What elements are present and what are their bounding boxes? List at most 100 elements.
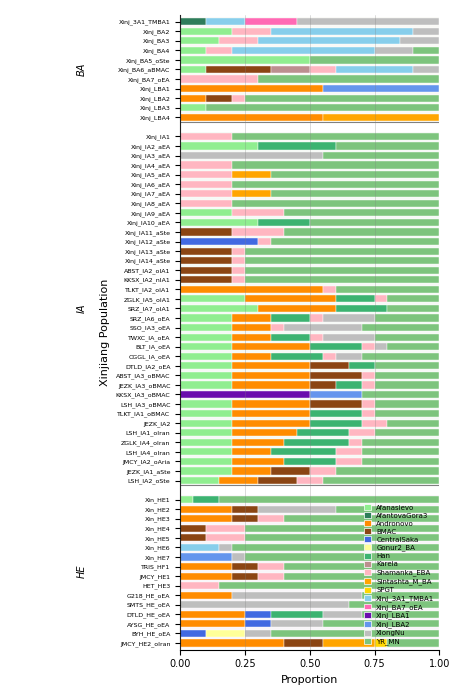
Bar xyxy=(362,400,374,407)
Bar xyxy=(336,142,439,150)
Bar xyxy=(232,592,362,598)
Bar xyxy=(180,534,206,542)
Bar xyxy=(362,343,374,350)
Bar xyxy=(245,620,271,627)
Bar xyxy=(180,573,232,580)
Bar xyxy=(387,343,439,350)
Bar xyxy=(336,66,413,73)
Bar xyxy=(206,66,271,73)
Bar xyxy=(180,544,219,551)
Bar xyxy=(232,267,245,274)
Bar xyxy=(374,639,387,647)
Bar xyxy=(180,592,232,598)
Bar xyxy=(180,620,245,627)
Bar xyxy=(180,601,349,608)
Legend: Afanasievo, AfantovaGora3, Andronovo, BMAC, CentralSaka, Gonur2_BA, Han, Kareia,: Afanasievo, AfantovaGora3, Andronovo, BM… xyxy=(362,503,436,646)
Bar xyxy=(258,573,284,580)
Bar xyxy=(323,611,362,618)
Bar xyxy=(180,563,232,570)
Bar xyxy=(284,563,439,570)
Bar xyxy=(180,133,232,140)
Bar xyxy=(362,372,374,379)
Bar xyxy=(180,257,232,265)
Bar xyxy=(180,162,232,169)
Bar xyxy=(232,343,310,350)
Bar xyxy=(219,37,258,44)
Bar xyxy=(180,468,232,475)
Bar xyxy=(180,439,232,446)
Bar xyxy=(180,419,232,427)
Bar xyxy=(310,382,336,388)
Bar xyxy=(180,228,232,236)
Bar xyxy=(232,400,310,407)
Bar xyxy=(258,37,400,44)
Bar xyxy=(206,534,245,542)
Bar xyxy=(271,28,413,35)
Bar xyxy=(362,419,387,427)
Bar xyxy=(232,257,245,265)
Bar xyxy=(271,314,310,321)
Bar xyxy=(180,190,232,197)
Bar xyxy=(232,419,310,427)
Bar xyxy=(232,276,245,284)
Bar xyxy=(387,419,439,427)
Bar xyxy=(232,171,271,178)
Bar xyxy=(180,496,193,503)
Bar xyxy=(336,505,439,513)
Bar xyxy=(362,410,374,417)
Bar xyxy=(180,17,439,122)
Bar xyxy=(284,515,439,522)
Bar xyxy=(271,620,323,627)
Bar xyxy=(180,372,232,379)
Bar xyxy=(284,439,349,446)
Text: BA: BA xyxy=(77,63,87,76)
Bar xyxy=(245,525,439,532)
Bar xyxy=(374,400,439,407)
X-axis label: Proportion: Proportion xyxy=(281,675,339,685)
Bar xyxy=(336,286,439,293)
Bar xyxy=(245,611,271,618)
Bar xyxy=(310,343,362,350)
Bar xyxy=(284,324,362,331)
Bar xyxy=(323,620,439,627)
Bar xyxy=(271,66,310,73)
Bar xyxy=(374,314,439,321)
Bar xyxy=(180,495,439,648)
Bar xyxy=(271,630,439,637)
Bar xyxy=(180,276,232,284)
Bar xyxy=(180,630,206,637)
Bar xyxy=(362,439,439,446)
Bar xyxy=(336,382,362,388)
Bar xyxy=(232,372,310,379)
Bar xyxy=(232,505,258,513)
Bar xyxy=(180,199,232,207)
Bar xyxy=(180,18,206,25)
Bar xyxy=(362,324,439,331)
Bar xyxy=(258,76,439,83)
Bar xyxy=(180,66,206,73)
Bar xyxy=(180,448,232,456)
Bar xyxy=(362,458,439,465)
Text: IA: IA xyxy=(77,304,87,313)
Bar xyxy=(180,37,219,44)
Bar xyxy=(245,295,336,302)
Bar xyxy=(374,429,439,436)
Bar xyxy=(180,477,219,484)
Bar xyxy=(374,343,387,350)
Bar xyxy=(206,630,245,637)
Bar xyxy=(180,238,258,245)
Bar xyxy=(180,142,258,150)
Bar xyxy=(180,362,232,370)
Bar xyxy=(323,353,336,360)
Bar xyxy=(245,276,439,284)
Bar xyxy=(245,248,439,255)
Bar xyxy=(180,286,323,293)
Bar xyxy=(245,94,439,101)
Bar xyxy=(284,458,336,465)
Bar xyxy=(180,104,206,111)
Bar xyxy=(206,18,245,25)
Bar xyxy=(180,209,232,216)
Bar xyxy=(271,468,310,475)
Bar xyxy=(284,639,323,647)
Bar xyxy=(193,496,219,503)
